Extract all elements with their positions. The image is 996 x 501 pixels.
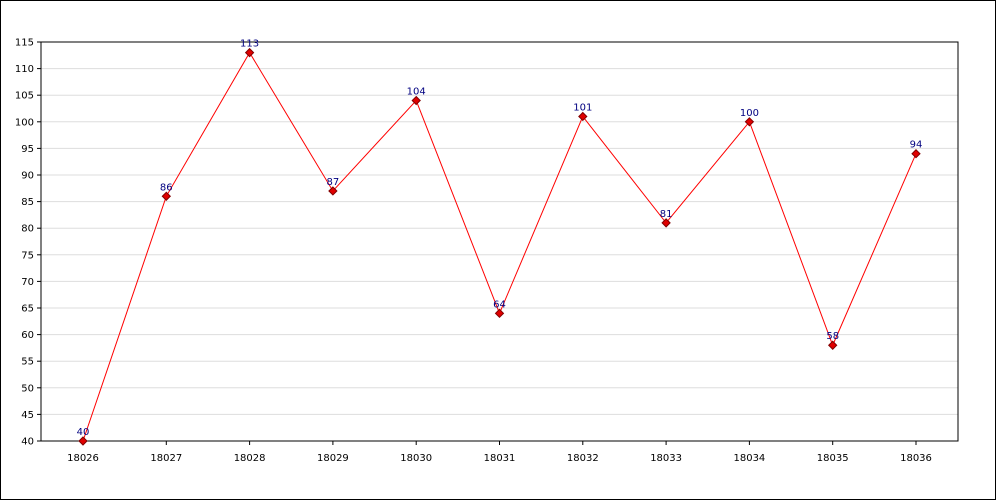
- data-label: 104: [407, 87, 426, 98]
- data-labels: 40 86 113 87 104 64 101 81 100 58 94: [77, 39, 923, 438]
- x-tick-label: 18033: [650, 453, 682, 464]
- data-label: 58: [826, 331, 839, 342]
- y-tick-label: 60: [21, 330, 34, 341]
- data-label: 40: [77, 427, 90, 438]
- x-tick-label: 18026: [67, 453, 99, 464]
- data-label: 86: [160, 182, 173, 193]
- series-group: [78, 47, 921, 446]
- data-label: 94: [910, 140, 923, 151]
- data-point: [78, 436, 88, 446]
- data-point: [744, 117, 755, 127]
- x-tick-label: 18029: [317, 453, 349, 464]
- y-tick-label: 105: [15, 91, 34, 102]
- y-tick-label: 55: [21, 357, 34, 368]
- y-tick-label: 65: [21, 304, 34, 315]
- x-tick-label: 18034: [733, 453, 765, 464]
- y-tick-label: 90: [21, 171, 34, 182]
- data-point: [827, 340, 838, 350]
- y-tick-label: 85: [21, 197, 34, 208]
- data-point: [911, 149, 921, 159]
- data-label: 64: [493, 299, 506, 310]
- data-point: [578, 111, 588, 122]
- y-tick-label: 80: [21, 224, 34, 235]
- x-tick-label: 18030: [400, 453, 432, 464]
- grid-lines: [41, 68, 958, 415]
- y-tick-label: 110: [15, 64, 34, 75]
- x-tick-label: 18035: [817, 453, 849, 464]
- data-label: 101: [573, 102, 592, 113]
- data-point: [411, 95, 421, 106]
- x-tick-label: 18032: [567, 453, 599, 464]
- y-tick-label: 70: [21, 277, 34, 288]
- series-line: [82, 51, 917, 442]
- data-point: [244, 47, 255, 58]
- data-label: 113: [240, 39, 259, 50]
- data-label: 100: [740, 108, 759, 119]
- data-point: [161, 191, 172, 201]
- x-tick-label: 18036: [900, 453, 932, 464]
- x-tick-label: 18027: [150, 453, 182, 464]
- y-tick-label: 40: [21, 437, 34, 448]
- y-tick-label: 95: [21, 144, 34, 155]
- y-tick-label: 50: [21, 383, 34, 394]
- y-tick-label: 100: [15, 117, 34, 128]
- data-label: 81: [660, 209, 673, 220]
- data-point: [661, 218, 671, 228]
- x-tick-label: 18031: [484, 453, 516, 464]
- y-axis-ticks: 40 45 50 55 60 65 70 75 80 85 90 95 100 105 110 115: [15, 38, 41, 448]
- data-label: 87: [327, 177, 340, 188]
- x-axis-ticks: 18026 18027 18028 18029 18030 18031 18032 18033…: [67, 441, 932, 464]
- data-point: [494, 308, 505, 319]
- y-tick-label: 45: [21, 410, 34, 421]
- y-tick-label: 75: [21, 250, 34, 261]
- x-tick-label: 18028: [234, 453, 266, 464]
- data-point: [328, 186, 338, 196]
- y-tick-label: 115: [15, 38, 34, 49]
- plot-area: [40, 41, 959, 442]
